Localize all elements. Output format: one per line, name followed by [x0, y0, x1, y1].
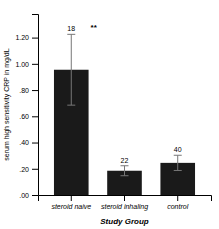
error-bar-cap: [174, 155, 182, 156]
n-labels: 18 22 40 **: [67, 23, 181, 163]
error-bar: [174, 155, 182, 170]
x-tick: control: [167, 195, 188, 210]
y-tick: .20: [19, 166, 38, 173]
x-tick-mark: [124, 195, 125, 201]
y-tick: 1.00: [15, 61, 38, 68]
error-bar-cap: [67, 34, 75, 35]
y-tick-mark: [32, 169, 38, 170]
error-bar-stem: [71, 34, 72, 105]
y-tick-mark: [32, 38, 38, 39]
y-tick: 1.20: [15, 34, 38, 41]
error-bar-stem: [124, 166, 125, 176]
x-tick: steroid naive: [51, 195, 91, 210]
y-tick-label: .60: [19, 113, 29, 120]
error-bar-cap: [121, 175, 129, 176]
y-tick: .80: [19, 87, 38, 94]
n-label: 40: [174, 146, 182, 153]
error-bar: [121, 166, 129, 176]
x-axis-line: [39, 196, 212, 202]
y-axis-line: [32, 15, 39, 196]
x-tick-label: control: [167, 203, 188, 210]
x-tick-label: steroid naive: [51, 203, 91, 210]
error-bar-stem: [177, 155, 178, 170]
y-tick-label: 1.20: [15, 34, 29, 41]
y-axis-title: serum high sensitivity CRP in mg/dL: [3, 48, 11, 160]
error-bar: [67, 34, 75, 105]
plot: .00.20.40.60.801.001.20steroid naivester…: [3, 15, 212, 227]
x-tick-mark: [177, 195, 178, 201]
x-axis: steroid naive steroid inhaling control: [39, 195, 212, 211]
y-tick-label: .00: [19, 192, 29, 199]
y-tick-mark: [32, 64, 38, 65]
y-tick-mark: [32, 195, 38, 196]
y-tick-mark: [32, 143, 38, 144]
y-tick-label: .40: [19, 139, 29, 146]
y-axis: .00 .20 .40 .60 .80 1.00 1.20: [15, 15, 38, 199]
error-bar-cap: [67, 105, 75, 106]
x-axis-title: Study Group: [100, 217, 149, 226]
y-tick: .60: [19, 113, 38, 120]
y-tick: .00: [19, 192, 38, 199]
error-bar-cap: [174, 170, 182, 171]
x-tick: steroid inhaling: [101, 195, 148, 211]
marks: [54, 34, 195, 195]
n-label: 22: [121, 157, 129, 164]
y-tick-label: .20: [19, 166, 29, 173]
error-bar-cap: [121, 165, 129, 166]
x-tick-mark: [71, 195, 72, 201]
significance: **: [91, 23, 98, 32]
y-tick-mark: [32, 116, 38, 117]
x-tick-label: steroid inhaling: [101, 203, 148, 211]
n-label: 18: [67, 25, 75, 32]
y-tick-label: 1.00: [15, 61, 29, 68]
y-tick-mark: [32, 90, 38, 91]
y-tick: .40: [19, 139, 38, 146]
y-tick-label: .80: [19, 87, 29, 94]
chart: .00.20.40.60.801.001.20steroid naivester…: [0, 0, 219, 229]
